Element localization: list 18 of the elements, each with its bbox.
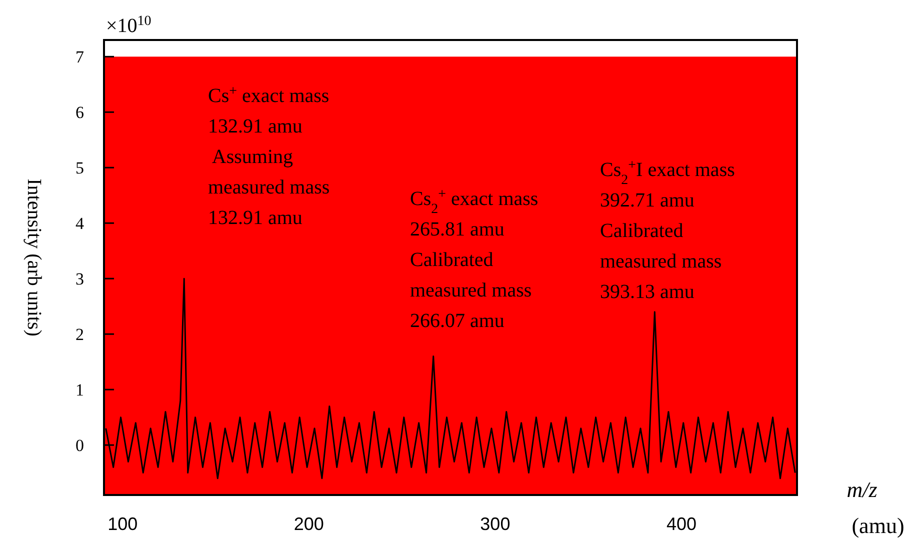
- x-axis-title: m/z (amu): [846, 477, 904, 538]
- x-tick-label: 300: [480, 514, 510, 534]
- y-tick-label: 4: [76, 214, 84, 234]
- text: ×10$^{10}$: [106, 14, 152, 37]
- y-axis-title: Intensity (arb units): [23, 178, 45, 336]
- y-tick-label: 1: [76, 380, 84, 400]
- y-tick-label: 2: [76, 325, 84, 344]
- x-tick-label: 100: [108, 514, 138, 534]
- x-tick-label: 200: [294, 514, 324, 534]
- y-tick-label: 6: [76, 103, 84, 122]
- x-tick-label: 400: [666, 514, 697, 534]
- y-tick-label: 7: [76, 48, 84, 67]
- annotation: Cs$_{2}$$^{+}$ exact mass 265.81 amu Calibrated measured mass 266.07 amu: [410, 186, 538, 332]
- y-tick-label: 0: [76, 436, 84, 456]
- y-tick-label: 3: [76, 270, 84, 289]
- y-tick-label: 5: [76, 158, 84, 178]
- annotation: Cs$_{2}$$^{+}$I exact mass 392.71 amu Calibrated measured mass 393.13 amu: [600, 158, 736, 303]
- annotation: Cs$^{+}$ exact mass 132.91 amu Assuming measured mass 132.91 amu: [208, 84, 330, 229]
